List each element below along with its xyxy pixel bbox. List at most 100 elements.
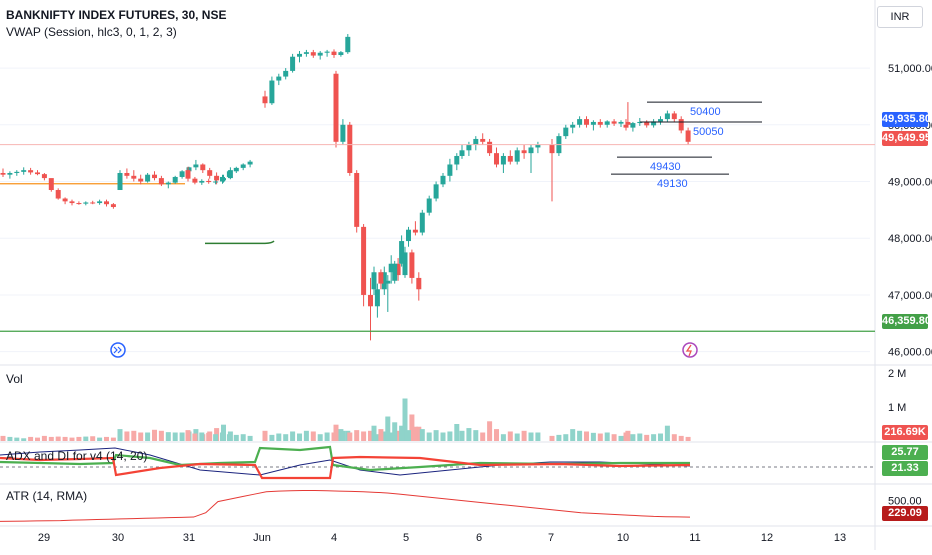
volume-bar [283, 434, 289, 441]
volume-bar [317, 434, 323, 441]
volume-bar [145, 432, 151, 441]
candle-body [69, 201, 75, 204]
candle-body [240, 164, 246, 168]
volume-bar [563, 434, 569, 441]
volume-bar [381, 431, 387, 441]
candle-body [625, 121, 631, 125]
candle-body [388, 263, 394, 273]
candle-body [590, 121, 596, 125]
candle-body [199, 180, 205, 183]
volume-bar [247, 435, 253, 441]
volume-bar [406, 430, 411, 441]
volume-bar [324, 432, 330, 441]
candle-body [317, 52, 323, 56]
candle-body [381, 272, 387, 290]
volume-bar [671, 434, 677, 441]
candle-body [303, 52, 309, 54]
atr-pane-label[interactable]: ATR (14, RMA) [6, 489, 88, 503]
candle-body [378, 272, 384, 284]
candle-body [55, 190, 61, 199]
volume-bar [618, 435, 624, 441]
candle-body [185, 170, 191, 179]
volume-bar [165, 432, 171, 441]
candle-body [604, 121, 610, 125]
candle-body [584, 119, 589, 125]
volume-bar [368, 430, 373, 441]
volume-bar [399, 425, 405, 441]
candle-body [412, 229, 418, 233]
volume-bar [172, 432, 178, 441]
candle-body [331, 51, 337, 56]
candle-body [374, 289, 380, 307]
volume-bar [637, 433, 643, 441]
candle-body [324, 51, 330, 53]
event-icon-split-glyph [113, 346, 122, 354]
volume-bar [104, 436, 109, 441]
volume-bar [76, 436, 82, 441]
volume-bar [158, 430, 164, 441]
candle-body [35, 172, 40, 175]
volume-bar [333, 424, 339, 441]
candle-body [440, 175, 446, 185]
candle-body [83, 202, 89, 204]
volume-bar [507, 431, 513, 441]
volume-bar [623, 432, 629, 441]
adx-line [0, 447, 691, 476]
price-axis-label: 48,000.00 [888, 233, 932, 245]
volume-bar [290, 431, 296, 441]
chart-title[interactable]: BANKNIFTY INDEX FUTURES, 30, NSE [6, 8, 227, 22]
candle-body [247, 161, 253, 165]
candle-body [297, 53, 302, 57]
candle-body [207, 170, 213, 176]
volume-bar [466, 428, 472, 441]
volume-bar [110, 437, 116, 441]
volume-bar [199, 432, 205, 441]
vwap-indicator-label[interactable]: VWAP (Session, hlc3, 0, 1, 2, 3) [6, 25, 177, 39]
candle-body [399, 241, 405, 264]
time-axis-label: Jun [253, 532, 271, 544]
time-axis-label: 29 [38, 532, 50, 544]
candle-body [124, 172, 130, 176]
candle-body [447, 164, 453, 176]
volume-bar [220, 432, 225, 441]
candle-body [549, 144, 555, 154]
price-axis-label: 51,000.00 [888, 63, 932, 75]
volume-bar [131, 430, 137, 441]
candle-body [347, 124, 353, 173]
candle-body [41, 174, 47, 179]
candle-body [104, 201, 109, 205]
volume-bar [374, 434, 380, 441]
candle-body [597, 121, 603, 125]
candle-body [368, 294, 373, 307]
di-minus-line [0, 455, 691, 480]
candle-body [402, 252, 408, 276]
volume-pane-label[interactable]: Vol [6, 372, 23, 386]
volume-bar [685, 436, 691, 441]
time-axis-label: 11 [689, 532, 700, 544]
price-axis-label: 46,000.00 [888, 347, 932, 359]
volume-bar [69, 437, 75, 441]
candle-body [206, 180, 212, 183]
volume-bar [226, 434, 232, 441]
candle-body [48, 178, 54, 191]
volume-bar [28, 436, 34, 441]
volume-bar [378, 429, 384, 441]
candle-body [276, 76, 282, 81]
level-label: 49130 [657, 178, 688, 190]
candle-body [577, 119, 583, 125]
candle-body [262, 96, 268, 104]
volume-bar [340, 430, 346, 441]
currency-button[interactable]: INR [877, 6, 923, 28]
volume-bar [303, 430, 309, 441]
volume-bar [395, 430, 401, 441]
candle-body [685, 130, 691, 142]
candle-body [678, 119, 684, 131]
price-axis-label: 49,000.00 [888, 177, 932, 189]
volume-bar [233, 434, 239, 441]
adx-pane-label[interactable]: ADX and DI for v4 (14, 20) [6, 449, 148, 463]
volume-bar [664, 425, 670, 441]
volume-bar [388, 432, 394, 441]
volume-bar [371, 425, 377, 441]
volume-bar [297, 433, 302, 441]
